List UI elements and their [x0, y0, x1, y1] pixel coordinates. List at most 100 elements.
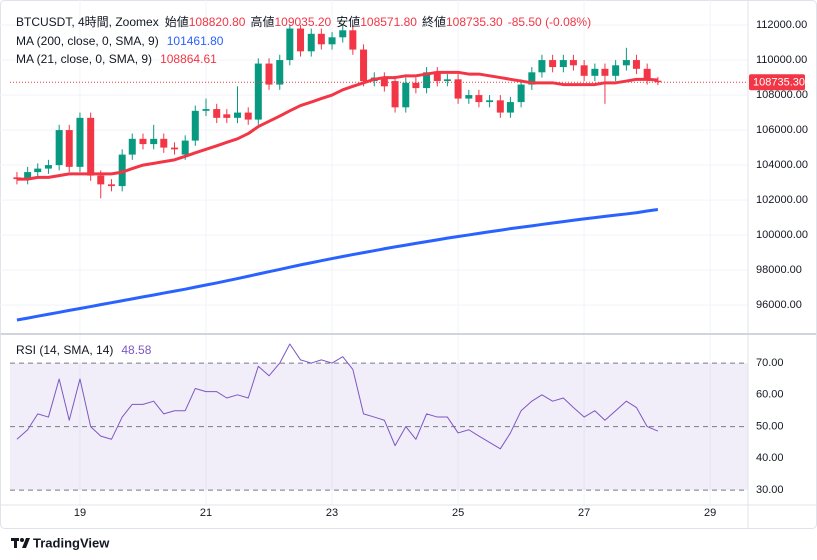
- y-tick-label: 106000.00: [756, 124, 808, 136]
- y-tick-label: 110000.00: [756, 54, 807, 66]
- candle-body: [654, 80, 662, 83]
- candle-body: [339, 30, 347, 38]
- candle-body: [423, 72, 431, 89]
- candle-body: [317, 33, 325, 45]
- candle-body: [360, 49, 368, 82]
- brand-name: TradingView: [33, 535, 110, 550]
- symbol-title: BTCUSDT, 4時間, Zoomex: [16, 15, 159, 29]
- candle-body: [223, 114, 231, 118]
- candle-body: [549, 60, 557, 68]
- ohlc-value: 108735.30: [446, 15, 503, 29]
- y-tick-label: 108000.00: [756, 89, 808, 101]
- candle-body: [486, 100, 494, 103]
- x-tick-label: 27: [578, 507, 590, 519]
- rsi-tick-label: 60.00: [756, 389, 784, 401]
- candle-body: [276, 60, 284, 85]
- x-tick-label: 23: [326, 507, 338, 519]
- candle-body: [170, 147, 178, 150]
- ohlc-value: 109035.20: [274, 15, 331, 29]
- change: -85.50 (-0.08%): [508, 15, 591, 29]
- candle-body: [107, 184, 115, 187]
- header-legend: BTCUSDT, 4時間, Zoomex 始値108820.80 高値109035.…: [16, 14, 591, 29]
- ma21-legend: MA (21, close, 0, SMA, 9) 108864.61: [16, 52, 217, 66]
- candle-body: [307, 33, 315, 52]
- candle-body: [538, 60, 546, 73]
- candle-body: [465, 95, 473, 99]
- x-tick-label: 25: [452, 507, 464, 519]
- candle-body: [643, 68, 651, 80]
- candle-body: [632, 60, 640, 69]
- candle-body: [328, 37, 336, 45]
- candle-body: [55, 130, 63, 166]
- ma21-name: MA (21, close, 0, SMA, 9): [16, 52, 152, 66]
- candle-body: [24, 172, 32, 180]
- candle-body: [265, 63, 273, 85]
- candle-body: [559, 60, 567, 68]
- rsi-tick-label: 50.00: [756, 420, 784, 432]
- ma200-legend: MA (200, close, 0, SMA, 9) 101461.80: [16, 34, 224, 48]
- ma200-name: MA (200, close, 0, SMA, 9): [16, 34, 159, 48]
- candle-body: [213, 109, 221, 118]
- labels-layer: 19 21 23 25 27 29 96000.00 98000.00 100000.00 102…: [74, 19, 808, 519]
- candle-body: [118, 154, 126, 187]
- candle-body: [254, 63, 262, 120]
- candle-body: [402, 82, 410, 108]
- rsi-tick-label: 40.00: [756, 452, 784, 464]
- candle-body: [517, 84, 525, 103]
- candle-body: [506, 102, 514, 113]
- logo-part: [22, 538, 30, 548]
- candle-body: [150, 138, 158, 145]
- brand-logo: TradingView: [11, 535, 110, 550]
- ohlc-name: 高値: [250, 14, 274, 29]
- rsi-line: [16, 343, 659, 450]
- x-tick-label: 21: [200, 507, 212, 519]
- rsi-tick-label: 30.00: [756, 484, 784, 496]
- candle-body: [191, 110, 199, 141]
- ma-line: [16, 70, 658, 181]
- marks-layer: [10, 25, 748, 450]
- y-tick-label: 102000.00: [756, 194, 808, 206]
- ohlc-value: 108571.80: [360, 15, 417, 29]
- rsi-tick-label: 70.00: [756, 357, 784, 369]
- candle-body: [34, 168, 42, 173]
- candle-body: [580, 65, 588, 76]
- candle-body: [528, 72, 536, 85]
- candle-body: [181, 140, 189, 155]
- candle-body: [569, 60, 577, 66]
- candle-body: [391, 81, 399, 108]
- y-tick-label: 98000.00: [756, 264, 802, 276]
- candle-body: [286, 28, 294, 61]
- ma200-value: 101461.80: [167, 34, 224, 48]
- candle-body: [612, 65, 620, 76]
- x-tick-label: 29: [704, 507, 716, 519]
- ma-line: [16, 208, 659, 322]
- ohlc-name: 始値: [165, 14, 189, 29]
- candle-body: [76, 117, 84, 167]
- y-tick-label: 100000.00: [756, 229, 808, 241]
- candle-body: [433, 72, 441, 82]
- candle-body: [97, 175, 105, 185]
- ohlc-name: 安値: [336, 14, 360, 29]
- candle-body: [139, 138, 147, 145]
- candle-body: [234, 112, 242, 118]
- background-layer: [0, 0, 748, 505]
- ohlc-group: 始値108820.80 高値109035.20 安値108571.80 終値10873…: [165, 14, 503, 29]
- logo-part: [20, 538, 24, 542]
- y-tick-label: 96000.00: [756, 299, 802, 311]
- candle-body: [601, 68, 609, 76]
- candle-body: [128, 138, 136, 155]
- candle-body: [244, 112, 252, 120]
- candle-body: [443, 79, 451, 82]
- candle-body: [591, 68, 599, 76]
- candle-body: [412, 82, 420, 89]
- candle-body: [44, 165, 52, 169]
- candle-body: [65, 130, 73, 167]
- ohlc-name: 終値: [422, 14, 446, 29]
- ohlc-value: 108820.80: [189, 15, 246, 29]
- rsi-value: 48.58: [121, 343, 151, 357]
- logo-part: [14, 538, 17, 548]
- candle-body: [380, 77, 388, 87]
- candle-body: [475, 95, 483, 103]
- candle-body: [297, 28, 305, 52]
